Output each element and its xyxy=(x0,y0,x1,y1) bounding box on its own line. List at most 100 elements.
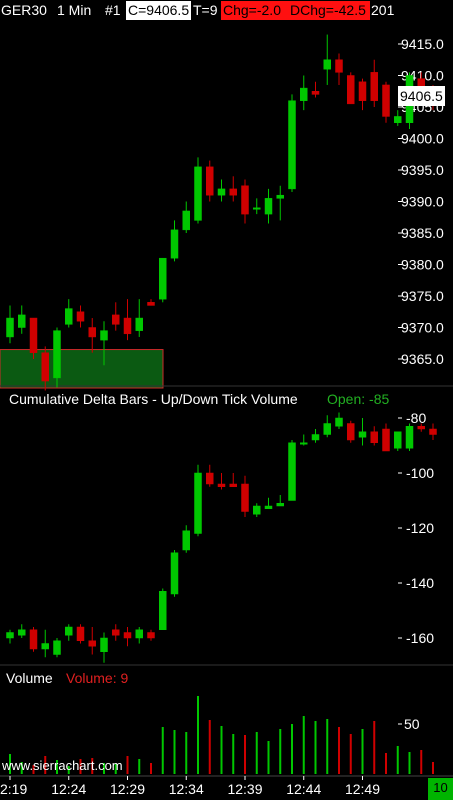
price-candle[interactable] xyxy=(41,352,49,382)
delta-candle[interactable] xyxy=(123,632,132,639)
volume-bar[interactable] xyxy=(420,750,423,774)
volume-bar[interactable] xyxy=(326,719,329,774)
delta-candle[interactable] xyxy=(217,483,226,487)
volume-bar[interactable] xyxy=(373,721,376,774)
price-candle[interactable] xyxy=(100,330,108,341)
price-candle[interactable] xyxy=(253,207,261,210)
volume-bar[interactable] xyxy=(361,729,364,774)
bottom-right-badge[interactable]: 10 xyxy=(428,778,453,800)
price-candle[interactable] xyxy=(323,59,331,70)
volume-bar[interactable] xyxy=(185,732,188,774)
price-candle[interactable] xyxy=(112,314,120,325)
volume-bar[interactable] xyxy=(302,716,305,774)
volume-bar[interactable] xyxy=(114,764,117,774)
volume-bar[interactable] xyxy=(244,735,246,774)
volume-bar[interactable] xyxy=(56,760,58,774)
delta-candle[interactable] xyxy=(29,629,38,650)
delta-candle[interactable] xyxy=(112,629,120,636)
volume-bar[interactable] xyxy=(220,726,223,774)
delta-candle[interactable] xyxy=(288,442,296,501)
volume-bar[interactable] xyxy=(267,741,270,774)
delta-candle[interactable] xyxy=(429,428,437,435)
volume-bar[interactable] xyxy=(173,730,176,774)
delta-candle[interactable] xyxy=(194,472,202,534)
volume-bar[interactable] xyxy=(197,696,199,774)
price-candle[interactable] xyxy=(76,311,85,322)
price-candle[interactable] xyxy=(159,257,167,300)
delta-candle[interactable] xyxy=(100,637,108,652)
price-candle[interactable] xyxy=(347,75,355,105)
volume-bar[interactable] xyxy=(279,729,282,774)
price-candle[interactable] xyxy=(88,327,96,338)
delta-candle[interactable] xyxy=(311,434,320,441)
delta-candle[interactable] xyxy=(405,426,414,449)
price-candle[interactable] xyxy=(135,317,143,331)
delta-candle[interactable] xyxy=(241,483,249,512)
delta-candle[interactable] xyxy=(182,530,190,551)
price-candle[interactable] xyxy=(264,198,273,215)
price-candle[interactable] xyxy=(358,81,367,101)
volume-bar[interactable] xyxy=(138,759,141,774)
delta-candle[interactable] xyxy=(147,632,155,639)
price-candle[interactable] xyxy=(276,194,284,199)
delta-candle[interactable] xyxy=(358,431,367,438)
delta-candle[interactable] xyxy=(229,483,237,487)
volume-bar[interactable] xyxy=(314,721,317,774)
price-candle[interactable] xyxy=(300,87,308,101)
price-candle[interactable] xyxy=(382,84,390,117)
price-candle[interactable] xyxy=(217,188,226,196)
delta-candle[interactable] xyxy=(41,643,49,650)
volume-bar[interactable] xyxy=(338,727,340,774)
volume-bar[interactable] xyxy=(232,734,235,774)
price-candle[interactable] xyxy=(53,330,61,379)
price-candle[interactable] xyxy=(123,317,132,335)
price-candle[interactable] xyxy=(29,317,38,353)
price-candle[interactable] xyxy=(147,302,155,306)
volume-bar[interactable] xyxy=(126,756,129,774)
volume-bar[interactable] xyxy=(349,734,352,774)
volume-bar[interactable] xyxy=(150,763,152,774)
volume-bar[interactable] xyxy=(91,758,94,774)
delta-candle[interactable] xyxy=(135,629,143,639)
delta-candle[interactable] xyxy=(370,431,378,443)
price-candle[interactable] xyxy=(182,210,190,231)
price-candle[interactable] xyxy=(194,166,202,221)
volume-bar[interactable] xyxy=(103,763,105,774)
volume-bar[interactable] xyxy=(255,732,258,774)
volume-bar[interactable] xyxy=(161,727,164,774)
delta-candle[interactable] xyxy=(206,472,214,485)
delta-candle[interactable] xyxy=(18,629,26,636)
delta-candle[interactable] xyxy=(417,426,425,430)
delta-candle[interactable] xyxy=(335,417,343,427)
price-candle[interactable] xyxy=(229,188,237,196)
price-candle[interactable] xyxy=(335,59,343,73)
delta-candle[interactable] xyxy=(65,626,73,636)
volume-bar[interactable] xyxy=(44,756,47,774)
price-candle[interactable] xyxy=(65,308,73,325)
volume-bar[interactable] xyxy=(208,720,211,774)
price-candle[interactable] xyxy=(394,116,402,123)
watermark-link[interactable]: www.sierrachart.com xyxy=(2,758,123,773)
delta-candle[interactable] xyxy=(253,505,261,515)
delta-candle[interactable] xyxy=(170,552,179,595)
price-candle[interactable] xyxy=(18,314,26,328)
delta-candle[interactable] xyxy=(264,505,273,509)
delta-candle[interactable] xyxy=(53,640,61,655)
delta-candle[interactable] xyxy=(300,442,308,445)
volume-bar[interactable] xyxy=(9,754,11,774)
delta-candle[interactable] xyxy=(88,640,96,647)
delta-candle[interactable] xyxy=(347,423,355,441)
price-candle[interactable] xyxy=(170,229,179,259)
price-candle[interactable] xyxy=(6,317,14,338)
volume-bar[interactable] xyxy=(385,753,387,774)
delta-candle[interactable] xyxy=(6,632,14,639)
delta-candle[interactable] xyxy=(276,503,284,507)
delta-candle[interactable] xyxy=(382,428,390,452)
delta-candle[interactable] xyxy=(323,423,331,435)
delta-candle[interactable] xyxy=(76,626,85,641)
delta-candle[interactable] xyxy=(159,591,167,630)
volume-bar[interactable] xyxy=(79,759,82,774)
price-candle[interactable] xyxy=(311,91,320,95)
price-candle[interactable] xyxy=(241,185,249,215)
volume-bar[interactable] xyxy=(67,766,70,774)
